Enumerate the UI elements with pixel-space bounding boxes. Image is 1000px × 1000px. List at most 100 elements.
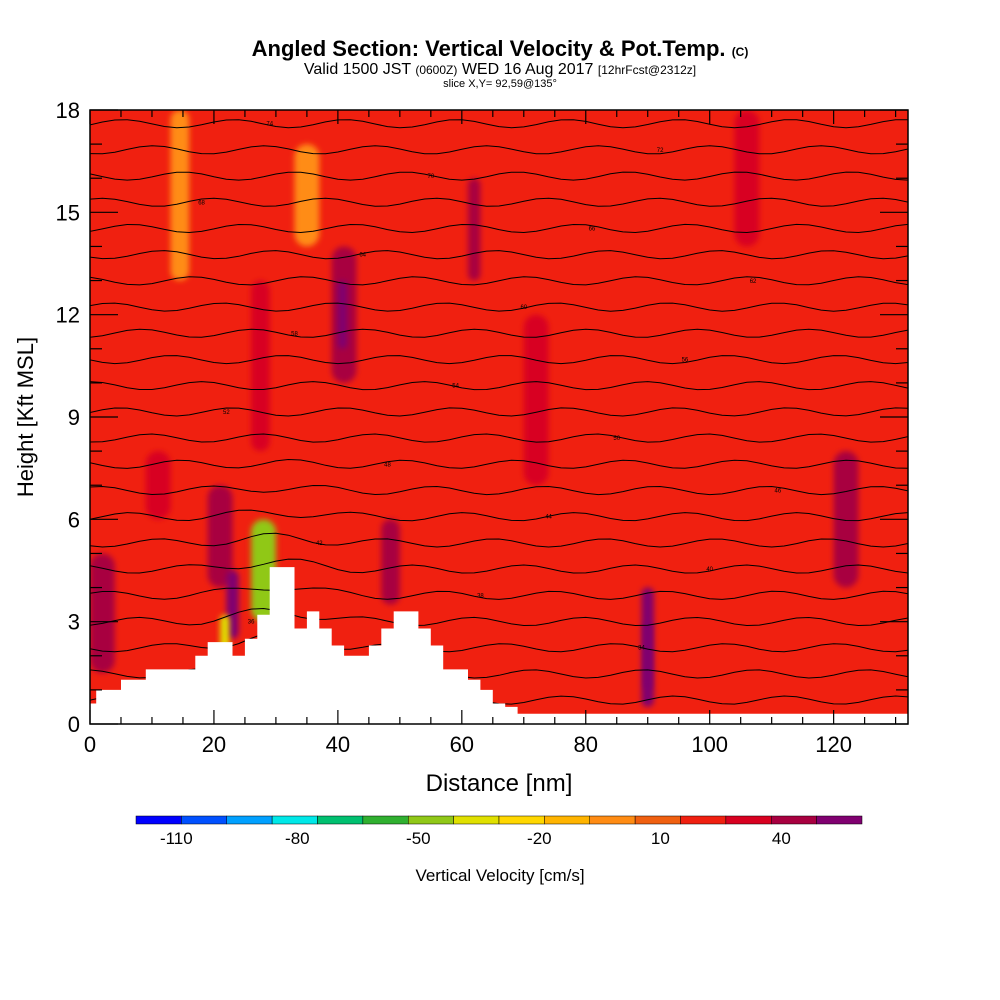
colorbar-swatch bbox=[725, 815, 772, 825]
contour-label: 40 bbox=[706, 567, 713, 573]
contour-label: 64 bbox=[359, 253, 366, 259]
contour-line bbox=[90, 197, 908, 207]
y-tick-label: 18 bbox=[56, 98, 80, 123]
contour-line bbox=[90, 381, 908, 391]
y-tick-label: 3 bbox=[68, 610, 80, 635]
colorbar-swatch bbox=[589, 815, 636, 825]
colorbar-swatch bbox=[317, 815, 364, 825]
colorbar-swatch bbox=[362, 815, 409, 825]
contour-label: 58 bbox=[291, 331, 298, 337]
y-tick-label: 9 bbox=[68, 405, 80, 430]
contour-label: 72 bbox=[657, 148, 664, 154]
contour-line bbox=[90, 458, 908, 469]
x-tick-label: 80 bbox=[574, 732, 598, 757]
plot-area bbox=[90, 110, 908, 724]
contour-label: 56 bbox=[682, 357, 689, 363]
colorbar-swatch bbox=[680, 815, 727, 825]
velocity-cell-2 bbox=[207, 485, 233, 588]
contour-line bbox=[90, 433, 908, 443]
contour-line bbox=[90, 607, 908, 627]
contour-line bbox=[90, 171, 908, 181]
contour-label: 46 bbox=[775, 488, 782, 494]
chart-title: Angled Section: Vertical Velocity & Pot.… bbox=[0, 36, 1000, 62]
terrain-shape bbox=[90, 567, 908, 724]
contour-label: 68 bbox=[198, 200, 205, 206]
colorbar-swatch bbox=[135, 815, 182, 825]
contour-line bbox=[90, 223, 908, 234]
colorbar-swatch bbox=[816, 815, 863, 825]
velocity-cell-15 bbox=[294, 144, 320, 247]
y-tick-label: 15 bbox=[56, 200, 80, 225]
colorbar-swatch bbox=[271, 815, 318, 825]
contour-line bbox=[90, 587, 908, 600]
plot-background bbox=[90, 110, 908, 724]
contour-label: 48 bbox=[384, 462, 391, 468]
contour-label: 70 bbox=[427, 174, 434, 180]
colorbar-tick-label: -110 bbox=[160, 829, 193, 848]
contour-line bbox=[90, 276, 908, 286]
contour-label: 50 bbox=[613, 436, 620, 442]
contour-line bbox=[90, 119, 908, 129]
y-axis-label: Height [Kft MSL] bbox=[13, 337, 38, 497]
colorbar-swatch bbox=[453, 815, 500, 825]
velocity-cell-13 bbox=[833, 451, 859, 588]
contour-label: 54 bbox=[452, 384, 459, 390]
velocity-cell-0 bbox=[90, 553, 115, 673]
colorbar: -110 -80 -50 -20 10 40 bbox=[135, 815, 863, 848]
valid-time-date: WED 16 Aug 2017 bbox=[461, 61, 594, 78]
colorbar-swatch bbox=[544, 815, 590, 825]
contour-line bbox=[90, 532, 908, 548]
chart-title-main: Angled Section: Vertical Velocity & Pot.… bbox=[251, 36, 726, 61]
contour-line bbox=[90, 484, 908, 496]
colorbar-swatch bbox=[408, 815, 454, 825]
contour-line bbox=[90, 509, 908, 522]
x-axis-label: Distance [nm] bbox=[426, 770, 573, 797]
colorbar-label: Vertical Velocity [cm/s] bbox=[415, 866, 584, 885]
x-tick-label: 20 bbox=[202, 732, 226, 757]
colorbar-swatch bbox=[498, 815, 545, 825]
velocity-cell-14 bbox=[170, 110, 190, 281]
colorbar-tick-label: -50 bbox=[406, 829, 431, 848]
contour-label: 42 bbox=[316, 541, 323, 547]
contour-line bbox=[90, 328, 908, 338]
velocity-cell-9 bbox=[381, 519, 400, 605]
x-tick-label: 40 bbox=[326, 732, 350, 757]
colorbar-swatch bbox=[226, 815, 273, 825]
velocity-cell-17 bbox=[734, 110, 760, 247]
y-tick-label: 0 bbox=[68, 712, 80, 737]
contour-label: 34 bbox=[638, 646, 645, 652]
y-tick-label: 6 bbox=[68, 507, 80, 532]
colorbar-tick-label: -20 bbox=[527, 829, 552, 848]
contour-line bbox=[90, 407, 908, 417]
valid-time: Valid 1500 JST (0600Z) WED 16 Aug 2017 [… bbox=[0, 61, 1000, 79]
y-tick-label: 12 bbox=[56, 303, 80, 328]
colorbar-swatch bbox=[771, 815, 817, 825]
colorbar-swatch bbox=[181, 815, 227, 825]
velocity-cell-16 bbox=[523, 314, 549, 486]
velocity-cell-6 bbox=[251, 280, 270, 452]
contour-line bbox=[90, 250, 908, 260]
x-tick-label: 0 bbox=[84, 732, 96, 757]
contour-label: 36 bbox=[248, 620, 255, 626]
velocity-cell-12 bbox=[644, 621, 652, 690]
contour-line bbox=[90, 145, 908, 155]
valid-time-fcst: [12hrFcst@2312z] bbox=[597, 63, 697, 77]
contour-label: 66 bbox=[589, 226, 596, 232]
x-tick-label: 120 bbox=[815, 732, 852, 757]
contour-label: 44 bbox=[545, 515, 552, 521]
contour-line bbox=[90, 355, 908, 365]
x-axis: 0 20 40 60 80 100 120 bbox=[84, 110, 897, 757]
colorbar-tick-label: -80 bbox=[285, 829, 310, 848]
velocity-cell-4 bbox=[220, 614, 230, 649]
chart-title-tag: (C) bbox=[731, 45, 749, 59]
colorbar-tick-label: 10 bbox=[651, 829, 670, 848]
valid-time-prefix: Valid 1500 JST bbox=[303, 61, 411, 78]
x-tick-label: 100 bbox=[691, 732, 728, 757]
contour-line bbox=[90, 302, 908, 312]
contour-label: 60 bbox=[520, 305, 527, 311]
velocity-cell-10 bbox=[468, 178, 481, 281]
contour-line bbox=[90, 558, 908, 574]
contour-label: 38 bbox=[477, 593, 484, 599]
